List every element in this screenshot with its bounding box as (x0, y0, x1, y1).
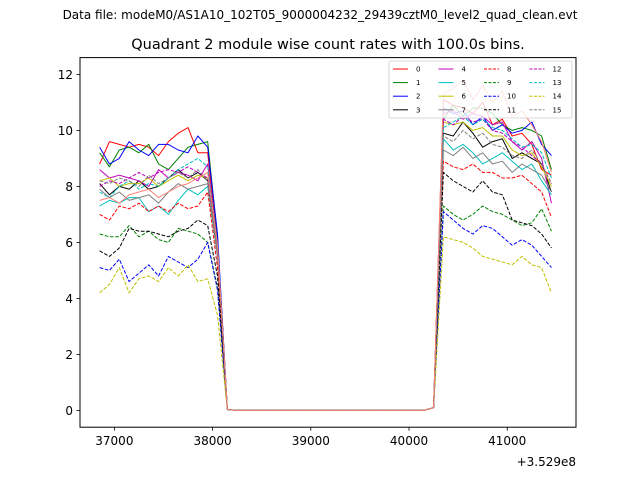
x-offset-label: +3.529e8 (517, 455, 576, 469)
y-tick-label: 12 (58, 68, 73, 82)
legend-label-11: 11 (507, 106, 516, 114)
x-tick-label: 37000 (95, 434, 133, 448)
legend-label-8: 8 (507, 66, 511, 74)
legend-label-15: 15 (553, 106, 562, 114)
y-tick-label: 4 (65, 292, 73, 306)
legend-label-5: 5 (462, 79, 466, 87)
x-tick-label: 41000 (488, 434, 526, 448)
legend-label-12: 12 (553, 66, 562, 74)
x-tick-label: 39000 (292, 434, 330, 448)
y-axis: 0 2 4 6 8 10 12 (58, 68, 80, 418)
x-axis: 37000 38000 39000 40000 41000 (95, 427, 526, 448)
y-tick-label: 10 (58, 124, 73, 138)
chart-suptitle: Data file: modeM0/AS1A10_102T05_90000042… (63, 8, 578, 22)
series-line-10 (99, 211, 552, 411)
chart-title: Quadrant 2 module wise count rates with … (131, 37, 525, 53)
x-tick-label: 40000 (390, 434, 428, 448)
legend-label-13: 13 (553, 79, 562, 87)
legend-label-0: 0 (416, 66, 420, 74)
y-tick-label: 6 (65, 236, 73, 250)
y-tick-label: 0 (65, 404, 73, 418)
legend-label-2: 2 (416, 93, 420, 101)
legend-label-14: 14 (553, 93, 562, 101)
legend-label-9: 9 (507, 79, 511, 87)
x-tick-label: 38000 (194, 434, 232, 448)
legend-label-10: 10 (507, 93, 516, 101)
legend-label-1: 1 (416, 79, 420, 87)
series-line-9 (99, 205, 552, 411)
legend-label-4: 4 (462, 66, 467, 74)
y-tick-label: 2 (65, 348, 73, 362)
legend-label-6: 6 (462, 93, 467, 101)
legend-label-7: 7 (462, 106, 466, 114)
legend-box (388, 60, 573, 119)
y-tick-label: 8 (65, 180, 73, 194)
legend-label-3: 3 (416, 106, 420, 114)
